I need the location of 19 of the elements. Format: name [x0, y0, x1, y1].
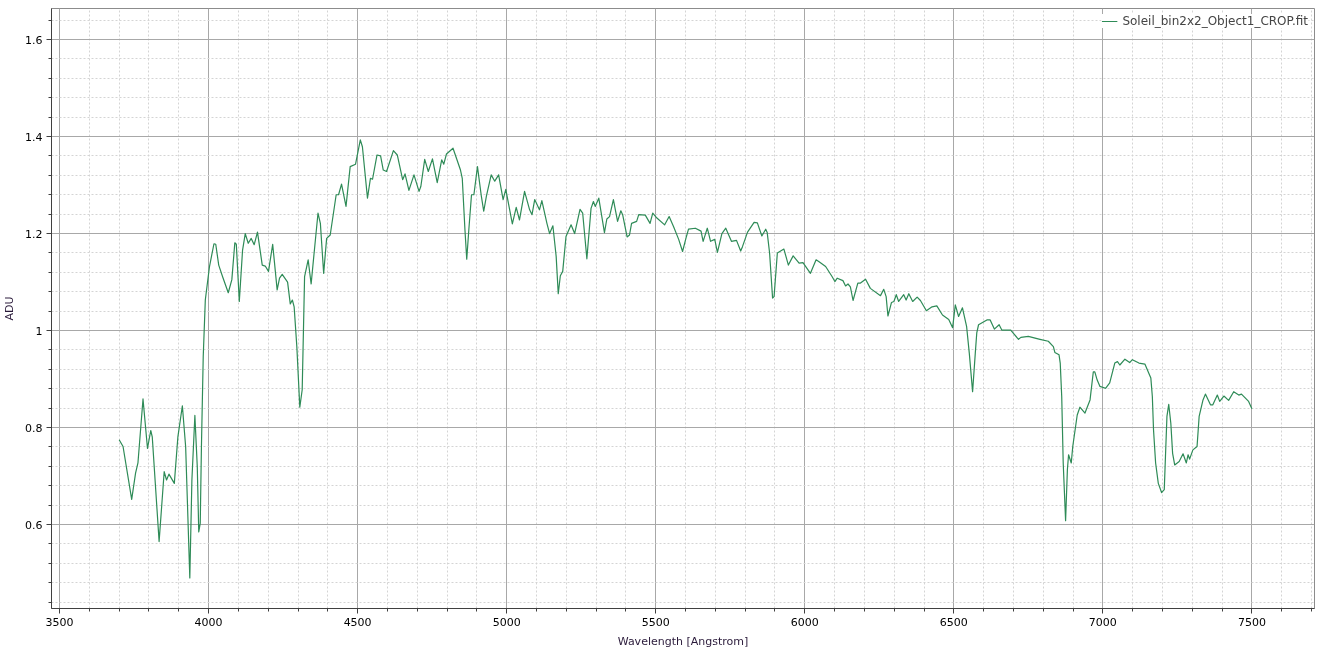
- x-tick-label: 7500: [1237, 615, 1266, 629]
- x-tick-label: 6500: [939, 615, 968, 629]
- line-series: [118, 139, 1253, 579]
- x-tick-label: 5000: [492, 615, 521, 629]
- x-axis-title: Wavelength [Angstrom]: [617, 634, 749, 648]
- y-tick-label: 1.2: [25, 227, 43, 241]
- x-tick-label: 4000: [194, 615, 223, 629]
- y-tick-label: 1.4: [25, 130, 43, 144]
- y-axis-title: ADU: [3, 296, 17, 321]
- x-tick-label: 7000: [1088, 615, 1117, 629]
- x-tick-label: 3500: [45, 615, 74, 629]
- y-tick-label: 0.8: [25, 421, 43, 435]
- y-tick-label: 0.6: [25, 518, 43, 532]
- legend-label: Soleil_bin2x2_Object1_CROP.fit: [1122, 14, 1308, 28]
- x-tick-label: 6000: [790, 615, 819, 629]
- y-tick-label: 1.6: [25, 33, 43, 47]
- y-tick-label: 1: [35, 324, 43, 338]
- x-tick-label: 4500: [343, 615, 372, 629]
- x-tick-label: 5500: [641, 615, 670, 629]
